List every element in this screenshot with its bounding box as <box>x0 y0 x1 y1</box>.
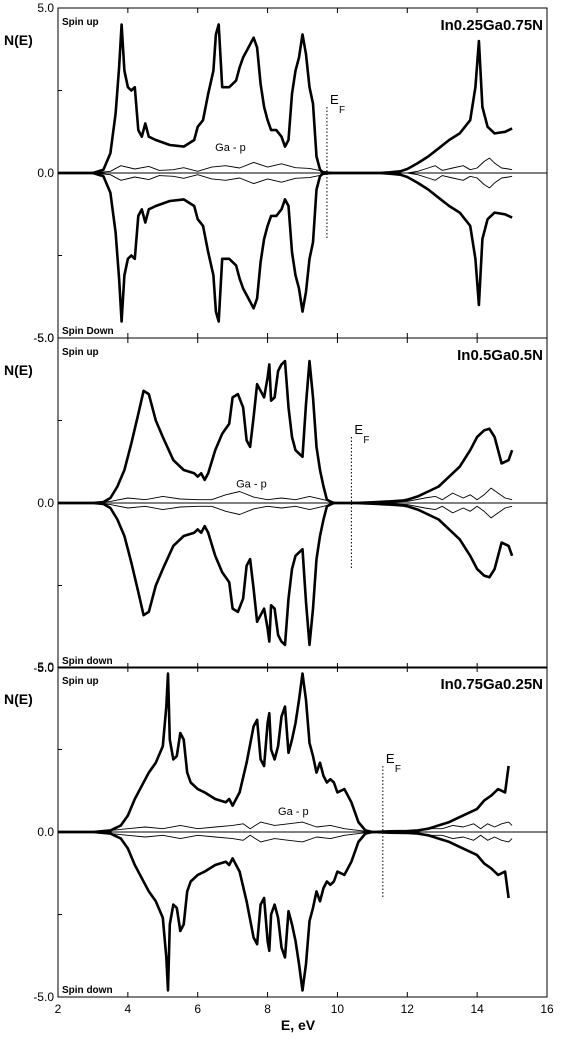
spin-up-label: Spin up <box>62 17 99 28</box>
energy-x-axis: 2 4 6 8 10 12 14 16 <box>55 1002 554 1016</box>
spin-down-label: Spin Down <box>62 326 114 337</box>
ga-p-dos-spin-up <box>58 821 513 833</box>
dos-panel-2: 5.0 0.0 -5.0 EF N(E) In0.5Ga0.5N Spin up Spin d… <box>4 331 548 675</box>
ga-p-annotation: Ga - p <box>278 806 309 818</box>
y-tick-label: 0.0 <box>37 166 54 180</box>
y-tick-label: -5.0 <box>33 990 54 1004</box>
dos-panel-3: 5.0 0.0 -5.0 EF N(E) In0.75Ga0.25N Spin up Spin… <box>4 660 548 1004</box>
ga-p-annotation: Ga - p <box>236 478 267 490</box>
y-tick-label: 5.0 <box>37 1 54 15</box>
x-tick-label: 2 <box>55 1002 62 1016</box>
x-axis-title: E, eV <box>281 1017 316 1033</box>
ga-p-dos-spin-up <box>58 487 513 504</box>
fermi-level-subscript: F <box>363 435 369 446</box>
fermi-level-label: E <box>330 92 339 107</box>
x-tick-label: 8 <box>264 1002 271 1016</box>
x-tick-label: 4 <box>125 1002 132 1016</box>
y-tick-label: 5.0 <box>37 331 54 345</box>
fermi-level-subscript: F <box>339 105 345 116</box>
total-dos-spin-up <box>58 359 514 505</box>
y-tick-label: 0.0 <box>37 825 54 839</box>
spin-up-label: Spin up <box>62 347 99 358</box>
dos-panel-1: 5.0 0.0 -5.0 EF N(E) In0.25Ga0.75N Spin up Spin… <box>4 1 548 345</box>
panel-title: In0.25Ga0.75N <box>440 17 543 34</box>
x-tick-label: 10 <box>331 1002 345 1016</box>
x-tick-label: 14 <box>470 1002 484 1016</box>
y-tick-label: 0.0 <box>37 496 54 510</box>
x-tick-label: 6 <box>194 1002 201 1016</box>
panel-title: In0.75Ga0.25N <box>440 676 543 693</box>
spin-down-label: Spin down <box>62 656 113 667</box>
fermi-level-label: E <box>386 751 395 766</box>
x-tick-label: 16 <box>540 1002 554 1016</box>
x-tick-label: 12 <box>401 1002 415 1016</box>
total-dos-spin-up <box>58 23 513 175</box>
y-tick-label: 5.0 <box>37 660 54 674</box>
y-axis-title: N(E) <box>4 691 33 707</box>
y-axis-title: N(E) <box>4 362 33 378</box>
ga-p-dos-spin-down <box>58 831 513 843</box>
fermi-level-label: E <box>354 422 363 437</box>
y-tick-label: -5.0 <box>33 331 54 345</box>
fermi-level-subscript: F <box>395 764 401 775</box>
total-dos-spin-down <box>58 501 514 647</box>
y-tick-label: -5.0 <box>33 661 54 675</box>
ga-p-annotation: Ga - p <box>215 142 246 154</box>
spin-up-label: Spin up <box>62 676 99 687</box>
total-dos-spin-down <box>58 830 510 992</box>
ga-p-dos-spin-up <box>58 157 513 174</box>
total-dos-spin-up <box>58 672 510 834</box>
total-dos-spin-down <box>58 171 513 323</box>
ga-p-dos-spin-down <box>58 502 513 519</box>
y-axis-title: N(E) <box>4 32 33 48</box>
ga-p-dos-spin-down <box>58 172 513 189</box>
spin-down-label: Spin down <box>62 985 113 996</box>
panel-title: In0.5Ga0.5N <box>457 347 543 364</box>
